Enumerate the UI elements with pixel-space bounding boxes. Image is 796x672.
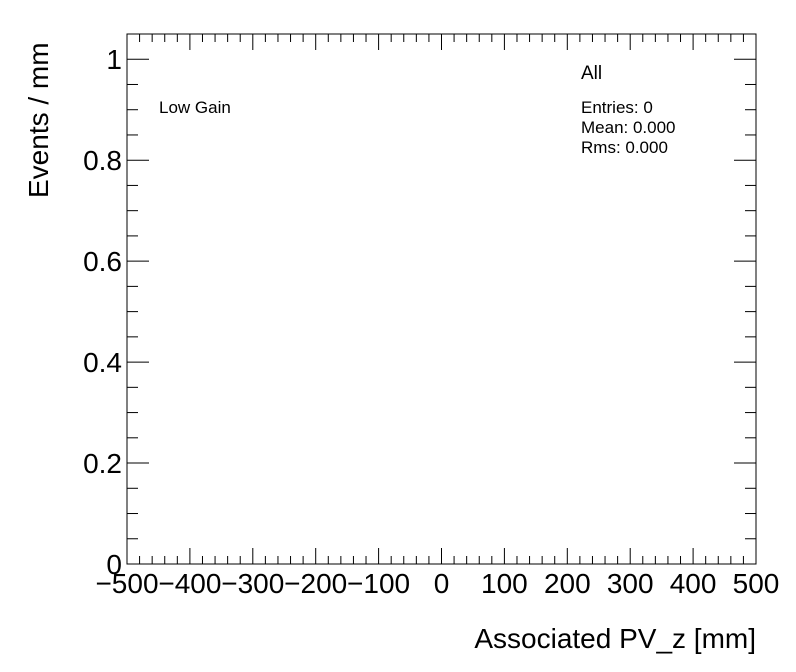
y-tick-label: 0.6 [83, 246, 122, 277]
x-tick-label: 0 [434, 568, 450, 599]
stats-entries: Entries: 0 [581, 98, 653, 117]
y-axis-label: Events / mm [23, 42, 54, 198]
x-tick-labels: −500 −400 −300 −200 −100 0 100 200 300 400 500 [95, 568, 779, 599]
y-tick-label: 0.2 [83, 448, 122, 479]
x-tick-label: −300 [221, 568, 284, 599]
stats-rms: Rms: 0.000 [581, 138, 668, 157]
low-gain-label: Low Gain [159, 98, 231, 117]
x-tick-label: −500 [95, 568, 158, 599]
axis-ticks [126, 33, 757, 565]
x-tick-label: 500 [733, 568, 780, 599]
x-tick-label: 100 [481, 568, 528, 599]
x-tick-label: −400 [158, 568, 221, 599]
x-tick-label: 400 [670, 568, 717, 599]
y-tick-label: 0.8 [83, 145, 122, 176]
x-tick-label: −200 [284, 568, 347, 599]
y-tick-labels: 0 0.2 0.4 0.6 0.8 1 [83, 44, 122, 580]
x-tick-label: 300 [607, 568, 654, 599]
stats-mean: Mean: 0.000 [581, 118, 676, 137]
legend-title: All [581, 63, 602, 84]
x-tick-label: −100 [347, 568, 410, 599]
x-axis-label: Associated PV_z [mm] [474, 623, 756, 654]
x-tick-label: 200 [544, 568, 591, 599]
y-tick-label: 1 [106, 44, 122, 75]
y-tick-label: 0.4 [83, 347, 122, 378]
y-tick-label: 0 [106, 549, 122, 580]
